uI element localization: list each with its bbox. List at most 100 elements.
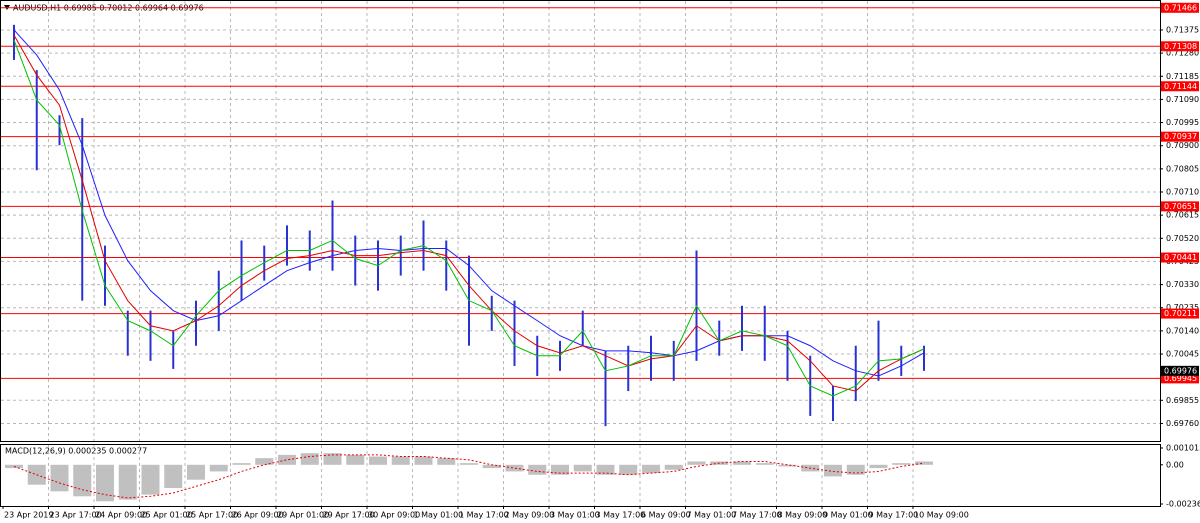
macd-bar (573, 464, 592, 472)
macd-bar (846, 464, 865, 475)
x-tick-label: 29 Apr 17:00 (323, 511, 375, 520)
macd-bar (505, 464, 524, 472)
x-tick-label: 25 Apr 17:00 (186, 511, 238, 520)
y-tick-label: 0.71375 (1166, 25, 1199, 34)
x-tick-label: 10 May 09:00 (914, 511, 969, 520)
y-tick-label: 0.001013 (1166, 444, 1200, 453)
macd-bar (118, 464, 137, 500)
y-tick-label: 0.70710 (1166, 187, 1199, 196)
x-tick-label: 23 Apr 2019 (4, 511, 53, 520)
level-label: 0.70211 (1164, 309, 1197, 318)
level-label: 0.70651 (1164, 202, 1197, 211)
macd-signal (13, 454, 925, 499)
macd-bar (482, 464, 501, 469)
level-label: 0.71466 (1164, 3, 1197, 12)
macd-title: MACD(12,26,9) 0.000235 0.000277 (5, 447, 147, 456)
x-tick-label: 3 May 01:00 (550, 511, 600, 520)
x-tick-label: 3 May 17:00 (596, 511, 646, 520)
macd-bar (141, 464, 160, 495)
x-tick-label: 23 Apr 17:00 (50, 511, 102, 520)
x-tick-label: 25 Apr 01:00 (141, 511, 193, 520)
level-tag (1161, 252, 1199, 263)
last-price-label: 0.69976 (1164, 366, 1197, 375)
y-tick-label: 0.71280 (1166, 49, 1199, 58)
macd-bar (164, 464, 183, 489)
moving-average (13, 39, 925, 397)
level-tag (1161, 308, 1199, 319)
x-tick-label: 6 May 09:00 (641, 511, 691, 520)
macd-bar (369, 456, 387, 465)
moving-average (13, 34, 925, 392)
macd-bar (346, 454, 365, 465)
level-tag (1161, 131, 1199, 142)
x-tick-label: 8 May 09:00 (778, 511, 828, 520)
macd-bar (551, 464, 569, 475)
macd-bar (73, 464, 92, 497)
macd-bar (687, 461, 706, 465)
y-tick-label: 0.70330 (1166, 280, 1199, 289)
x-tick-label: 30 Apr 09:00 (368, 511, 420, 520)
y-tick-label: 0.71185 (1166, 72, 1199, 81)
y-tick-label: 0.70900 (1166, 141, 1199, 150)
macd-bar (414, 456, 433, 465)
level-tag (1161, 2, 1199, 13)
x-tick-label: 1 May 17:00 (459, 511, 509, 520)
macd-bar (300, 453, 319, 465)
level-label: 0.70937 (1164, 132, 1197, 141)
macd-bar (437, 458, 456, 465)
macd-bar (50, 464, 69, 492)
level-tag (1161, 201, 1199, 212)
x-tick-label: 26 Apr 09:00 (232, 511, 284, 520)
y-tick-label: 0.70140 (1166, 326, 1199, 335)
x-tick-label: 2 May 09:00 (505, 511, 555, 520)
macd-bar (209, 464, 228, 472)
level-label: 0.71144 (1164, 82, 1197, 91)
macd-bar (596, 464, 615, 475)
main-panel (0, 0, 1161, 442)
y-tick-label: 0.70045 (1166, 350, 1199, 359)
y-tick-label: 0.69855 (1166, 396, 1199, 405)
macd-bar (528, 464, 547, 475)
x-tick-label: 29 Apr 01:00 (277, 511, 329, 520)
x-tick-label: 7 May 01:00 (687, 511, 737, 520)
level-tag (1161, 373, 1199, 384)
y-tick-label: 0.70235 (1166, 303, 1199, 312)
macd-bar (733, 461, 751, 465)
y-tick-label: 0.70520 (1166, 234, 1199, 243)
macd-bar (642, 464, 660, 474)
y-tick-label: 0.70995 (1166, 118, 1199, 127)
x-tick-label: 9 May 17:00 (869, 511, 919, 520)
level-tag (1161, 81, 1199, 92)
y-tick-label: 0.00 (1166, 460, 1184, 469)
y-tick-label: -0.002364 (1166, 500, 1200, 509)
level-label: 0.70441 (1164, 253, 1197, 262)
y-tick-label: 0.70615 (1166, 211, 1199, 220)
macd-bar (391, 456, 410, 465)
macd-bar (232, 463, 251, 465)
level-label: 0.71308 (1164, 42, 1197, 51)
macd-bar (869, 464, 888, 469)
y-tick-label: 0.71090 (1166, 95, 1199, 104)
macd-bar (323, 453, 342, 465)
macd-bar (460, 463, 478, 465)
y-tick-label: 0.69760 (1166, 419, 1199, 428)
last-price-tag (1161, 365, 1199, 376)
macd-bar (664, 464, 683, 470)
moving-average (13, 29, 925, 377)
macd-bar (619, 464, 638, 475)
macd-bar (96, 464, 114, 502)
macd-bar (824, 464, 842, 477)
macd-bar (255, 458, 274, 465)
macd-bar (892, 463, 911, 465)
level-tag (1161, 41, 1199, 52)
x-tick-label: 1 May 01:00 (414, 511, 464, 520)
macd-bar (278, 454, 296, 465)
macd-bar (915, 461, 933, 465)
y-tick-label: 0.70805 (1166, 164, 1199, 173)
x-tick-label: 24 Apr 09:00 (95, 511, 147, 520)
level-label: 0.69945 (1164, 374, 1197, 383)
x-tick-label: 9 May 01:00 (823, 511, 873, 520)
macd-bar (187, 464, 205, 480)
